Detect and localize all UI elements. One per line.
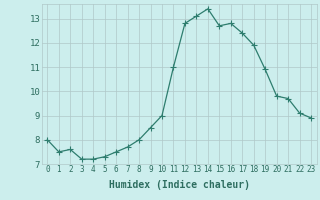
X-axis label: Humidex (Indice chaleur): Humidex (Indice chaleur)	[109, 180, 250, 190]
